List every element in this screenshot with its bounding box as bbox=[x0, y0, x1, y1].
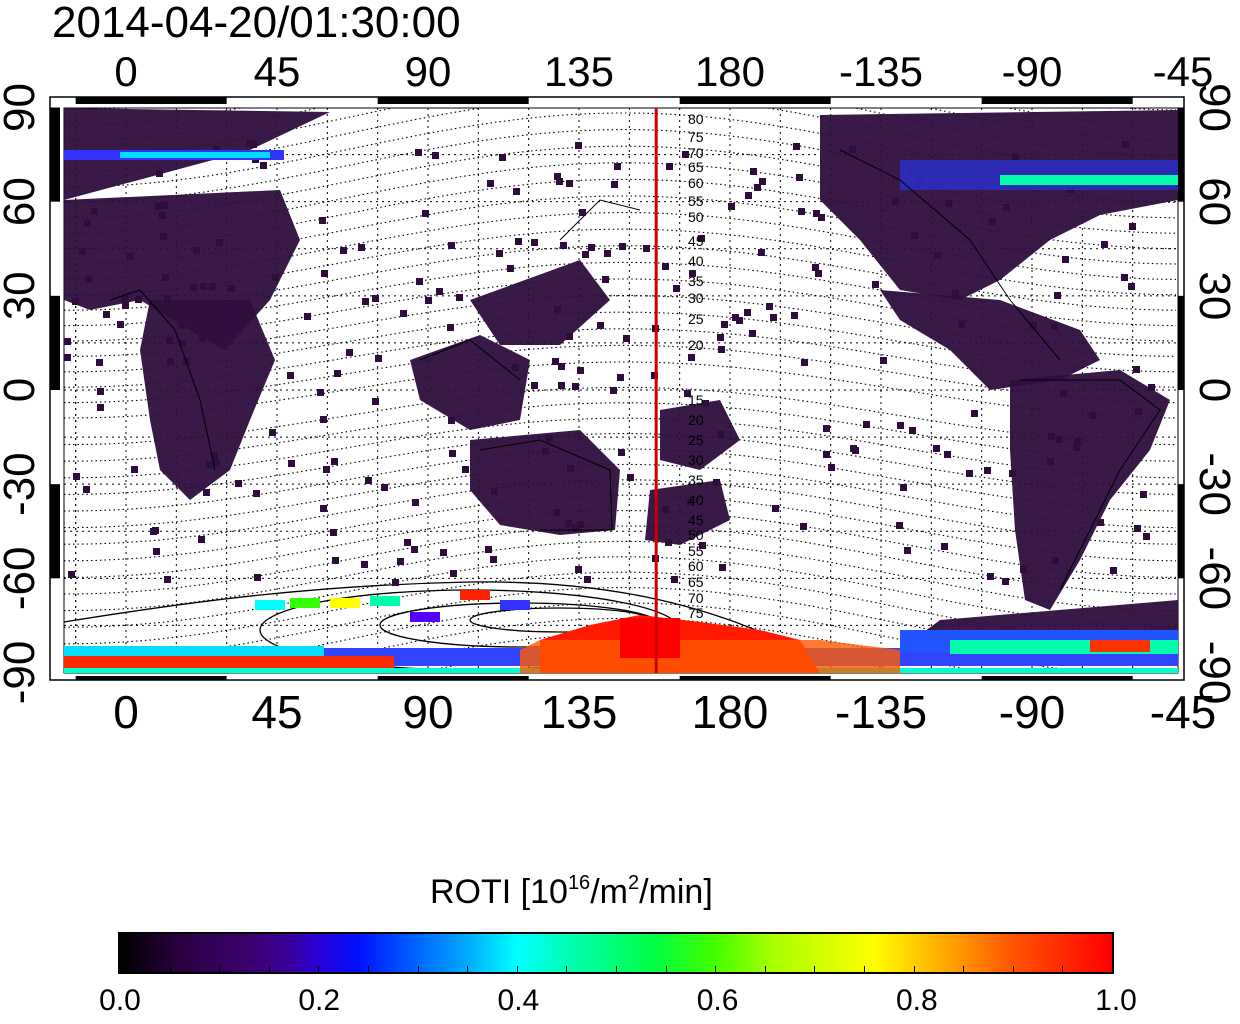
lat-tick-left: 30 bbox=[0, 271, 44, 320]
colorbar-tick-label: 0.4 bbox=[497, 984, 540, 1017]
contour-label: 70 bbox=[688, 590, 704, 606]
lon-tick-top: -90 bbox=[1002, 48, 1063, 95]
lon-tick-top: 90 bbox=[405, 48, 452, 95]
colorbar-tick-label: 0.0 bbox=[99, 984, 141, 1017]
contour-label: 60 bbox=[688, 175, 704, 191]
contour-label: 50 bbox=[688, 209, 704, 225]
contour-label: 30 bbox=[688, 452, 704, 468]
colorbar-tick bbox=[417, 966, 419, 972]
contour-label: 70 bbox=[688, 145, 704, 161]
contour-label: 65 bbox=[688, 574, 704, 590]
coastlines bbox=[109, 149, 1161, 591]
lat-tick-right: -90 bbox=[1190, 641, 1239, 705]
lat-tick-right: 0 bbox=[1190, 378, 1239, 402]
lon-tick-top: 180 bbox=[695, 48, 765, 95]
contour-label: 40 bbox=[688, 492, 704, 508]
colorbar-tick bbox=[814, 966, 816, 972]
colorbar-tick bbox=[120, 966, 121, 972]
lat-tick-left: -30 bbox=[0, 452, 44, 516]
contour-label: 50 bbox=[688, 527, 704, 543]
colorbar-tick bbox=[219, 966, 221, 972]
colorbar-tick-label: 0.6 bbox=[696, 984, 739, 1017]
contour-label: 45 bbox=[688, 512, 704, 528]
colorbar-tick bbox=[268, 966, 270, 972]
colorbar-tick bbox=[1012, 966, 1014, 972]
auroral-oval-roti bbox=[64, 150, 1178, 673]
contour-label: 75 bbox=[688, 605, 704, 621]
lat-tick-right: -30 bbox=[1190, 452, 1239, 516]
contour-label: 40 bbox=[688, 253, 704, 269]
contour-label: 15 bbox=[688, 392, 704, 408]
colorbar-tick bbox=[616, 966, 617, 972]
lon-tick-top: -45 bbox=[1153, 48, 1214, 95]
contour-label: 55 bbox=[688, 193, 704, 209]
colorbar-tick bbox=[963, 966, 965, 972]
contour-label: 25 bbox=[688, 432, 704, 448]
lon-tick-bottom: -135 bbox=[835, 686, 927, 738]
colorbar-tick bbox=[864, 966, 865, 972]
colorbar-gradient bbox=[120, 934, 1112, 972]
lon-tick-bottom: 90 bbox=[402, 686, 453, 738]
lon-tick-top: 45 bbox=[254, 48, 301, 95]
colorbar-tick bbox=[764, 966, 766, 972]
lon-tick-bottom: -45 bbox=[1150, 686, 1216, 738]
lon-tick-top: 135 bbox=[544, 48, 614, 95]
colorbar-tick bbox=[1062, 966, 1064, 972]
contour-label: 60 bbox=[688, 558, 704, 574]
contour-label: 20 bbox=[688, 412, 704, 428]
colorbar bbox=[118, 932, 1114, 974]
contour-label: 75 bbox=[688, 129, 704, 145]
map-border bbox=[50, 97, 1184, 680]
lat-tick-left: 0 bbox=[0, 378, 44, 402]
colorbar-tick bbox=[368, 966, 369, 972]
lon-tick-top: -135 bbox=[839, 48, 923, 95]
colorbar-tick bbox=[467, 966, 469, 972]
lat-tick-right: 90 bbox=[1190, 83, 1239, 132]
colorbar-tick-label: 1.0 bbox=[1095, 984, 1137, 1017]
lon-tick-bottom: 135 bbox=[541, 686, 618, 738]
colorbar-title: ROTI [1016/m2/min] bbox=[430, 872, 713, 911]
lon-tick-top: 0 bbox=[114, 48, 137, 95]
lat-tick-left: 60 bbox=[0, 177, 44, 226]
lat-tick-left: -60 bbox=[0, 547, 44, 611]
contour-label: 35 bbox=[688, 472, 704, 488]
colorbar-tick bbox=[516, 966, 518, 972]
contour-labels: 8075706560555045403530252015202530354045… bbox=[688, 111, 704, 621]
colorbar-tick bbox=[715, 966, 717, 972]
roti-map: 8075706560555045403530252015202530354045… bbox=[0, 48, 1239, 738]
colorbar-tick bbox=[913, 966, 915, 972]
contour-label: 80 bbox=[688, 111, 704, 127]
contour-label: 20 bbox=[688, 337, 704, 353]
lon-tick-bottom: -90 bbox=[999, 686, 1065, 738]
contour-label: 30 bbox=[688, 290, 704, 306]
lat-tick-right: 30 bbox=[1190, 271, 1239, 320]
lat-tick-left: -90 bbox=[0, 641, 44, 705]
lat-tick-right: 60 bbox=[1190, 177, 1239, 226]
contour-label: 25 bbox=[688, 311, 704, 327]
lon-tick-bottom: 180 bbox=[692, 686, 769, 738]
colorbar-tick-label: 0.2 bbox=[298, 984, 341, 1017]
lon-tick-bottom: 45 bbox=[251, 686, 302, 738]
colorbar-tick bbox=[318, 966, 320, 972]
colorbar-tick-label: 0.8 bbox=[895, 984, 938, 1017]
colorbar-tick bbox=[665, 966, 667, 972]
lon-tick-bottom: 0 bbox=[113, 686, 139, 738]
contour-label: 55 bbox=[688, 543, 704, 559]
contour-label: 35 bbox=[688, 273, 704, 289]
colorbar-tick bbox=[566, 966, 568, 972]
map-title: 2014-04-20/01:30:00 bbox=[52, 0, 461, 47]
contour-label: 65 bbox=[688, 159, 704, 175]
contour-label: 45 bbox=[688, 233, 704, 249]
colorbar-tick bbox=[169, 966, 171, 972]
lat-tick-right: -60 bbox=[1190, 547, 1239, 611]
lat-tick-left: 90 bbox=[0, 83, 44, 132]
colorbar-tick bbox=[1112, 966, 1113, 972]
